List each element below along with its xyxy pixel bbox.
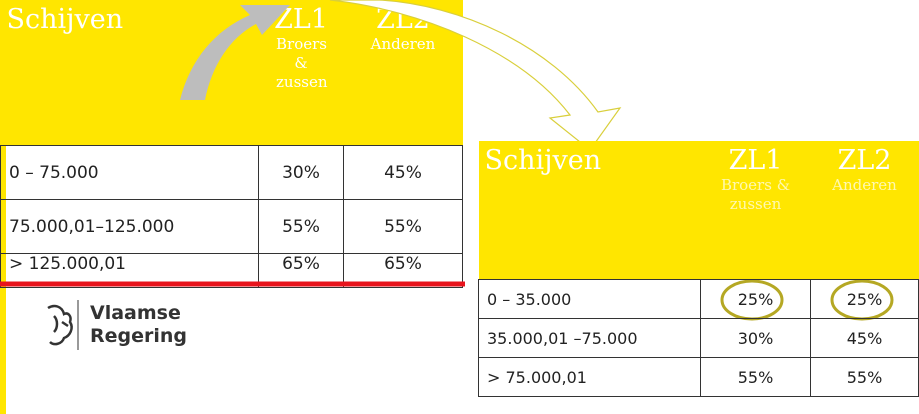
header-cell: Schijven xyxy=(478,141,701,280)
row: 0 – 35.000 25% 25% xyxy=(478,279,919,319)
logo-text: Vlaamse xyxy=(90,302,181,324)
header-cell: ZL2 Anderen xyxy=(810,141,919,280)
logo-mark xyxy=(47,300,79,350)
header-cell: ZL1 Broers & zussen xyxy=(700,141,811,280)
bracket-cell: 0 – 75.000 xyxy=(0,145,259,200)
outline-arrow xyxy=(329,0,622,151)
rate-cell: 55% xyxy=(700,357,811,397)
subheader: Anderen xyxy=(370,35,436,53)
rate-cell: 55% xyxy=(258,199,344,254)
rate-cell: 25% xyxy=(700,279,811,319)
row: > 75.000,01 55% 55% xyxy=(478,357,919,397)
gray-arrow xyxy=(180,5,290,100)
bracket-cell: 0 – 35.000 xyxy=(478,279,701,319)
rate-cell: 30% xyxy=(258,145,344,200)
new-table: Schijven ZL1 Broers & zussen ZL2 Anderen 0… xyxy=(478,141,919,397)
row: 35.000,01 –75.000 30% 45% xyxy=(478,318,919,358)
header: Schijven xyxy=(484,145,602,176)
rate-cell: 25% xyxy=(810,279,919,319)
header: ZL2 xyxy=(837,145,892,176)
logo: Vlaamse Regering xyxy=(40,300,187,350)
header-cell: Schijven xyxy=(0,0,259,146)
header: ZL1 xyxy=(728,145,783,176)
bracket-cell: 75.000,01–125.000 xyxy=(0,199,259,254)
header-row: Schijven ZL1 Broers & zussen ZL2 Anderen xyxy=(478,141,919,280)
subheader: Anderen xyxy=(832,176,897,194)
row: 75.000,01–125.000 55% 55% xyxy=(0,199,463,254)
logo-text: Regering xyxy=(90,325,188,347)
rate-cell: 55% xyxy=(343,199,463,254)
header-cell: ZL1 Broers & zussen xyxy=(258,0,344,146)
header: Schijven xyxy=(6,4,124,35)
rate-cell: 45% xyxy=(810,318,919,358)
bracket-cell: > 75.000,01 xyxy=(478,357,701,397)
subheader: Broers & zussen xyxy=(720,176,791,213)
bracket-cell: 35.000,01 –75.000 xyxy=(478,318,701,358)
subheader: Broers & zussen xyxy=(276,35,328,91)
rate-cell: 30% xyxy=(700,318,811,358)
rate-cell: 55% xyxy=(810,357,919,397)
